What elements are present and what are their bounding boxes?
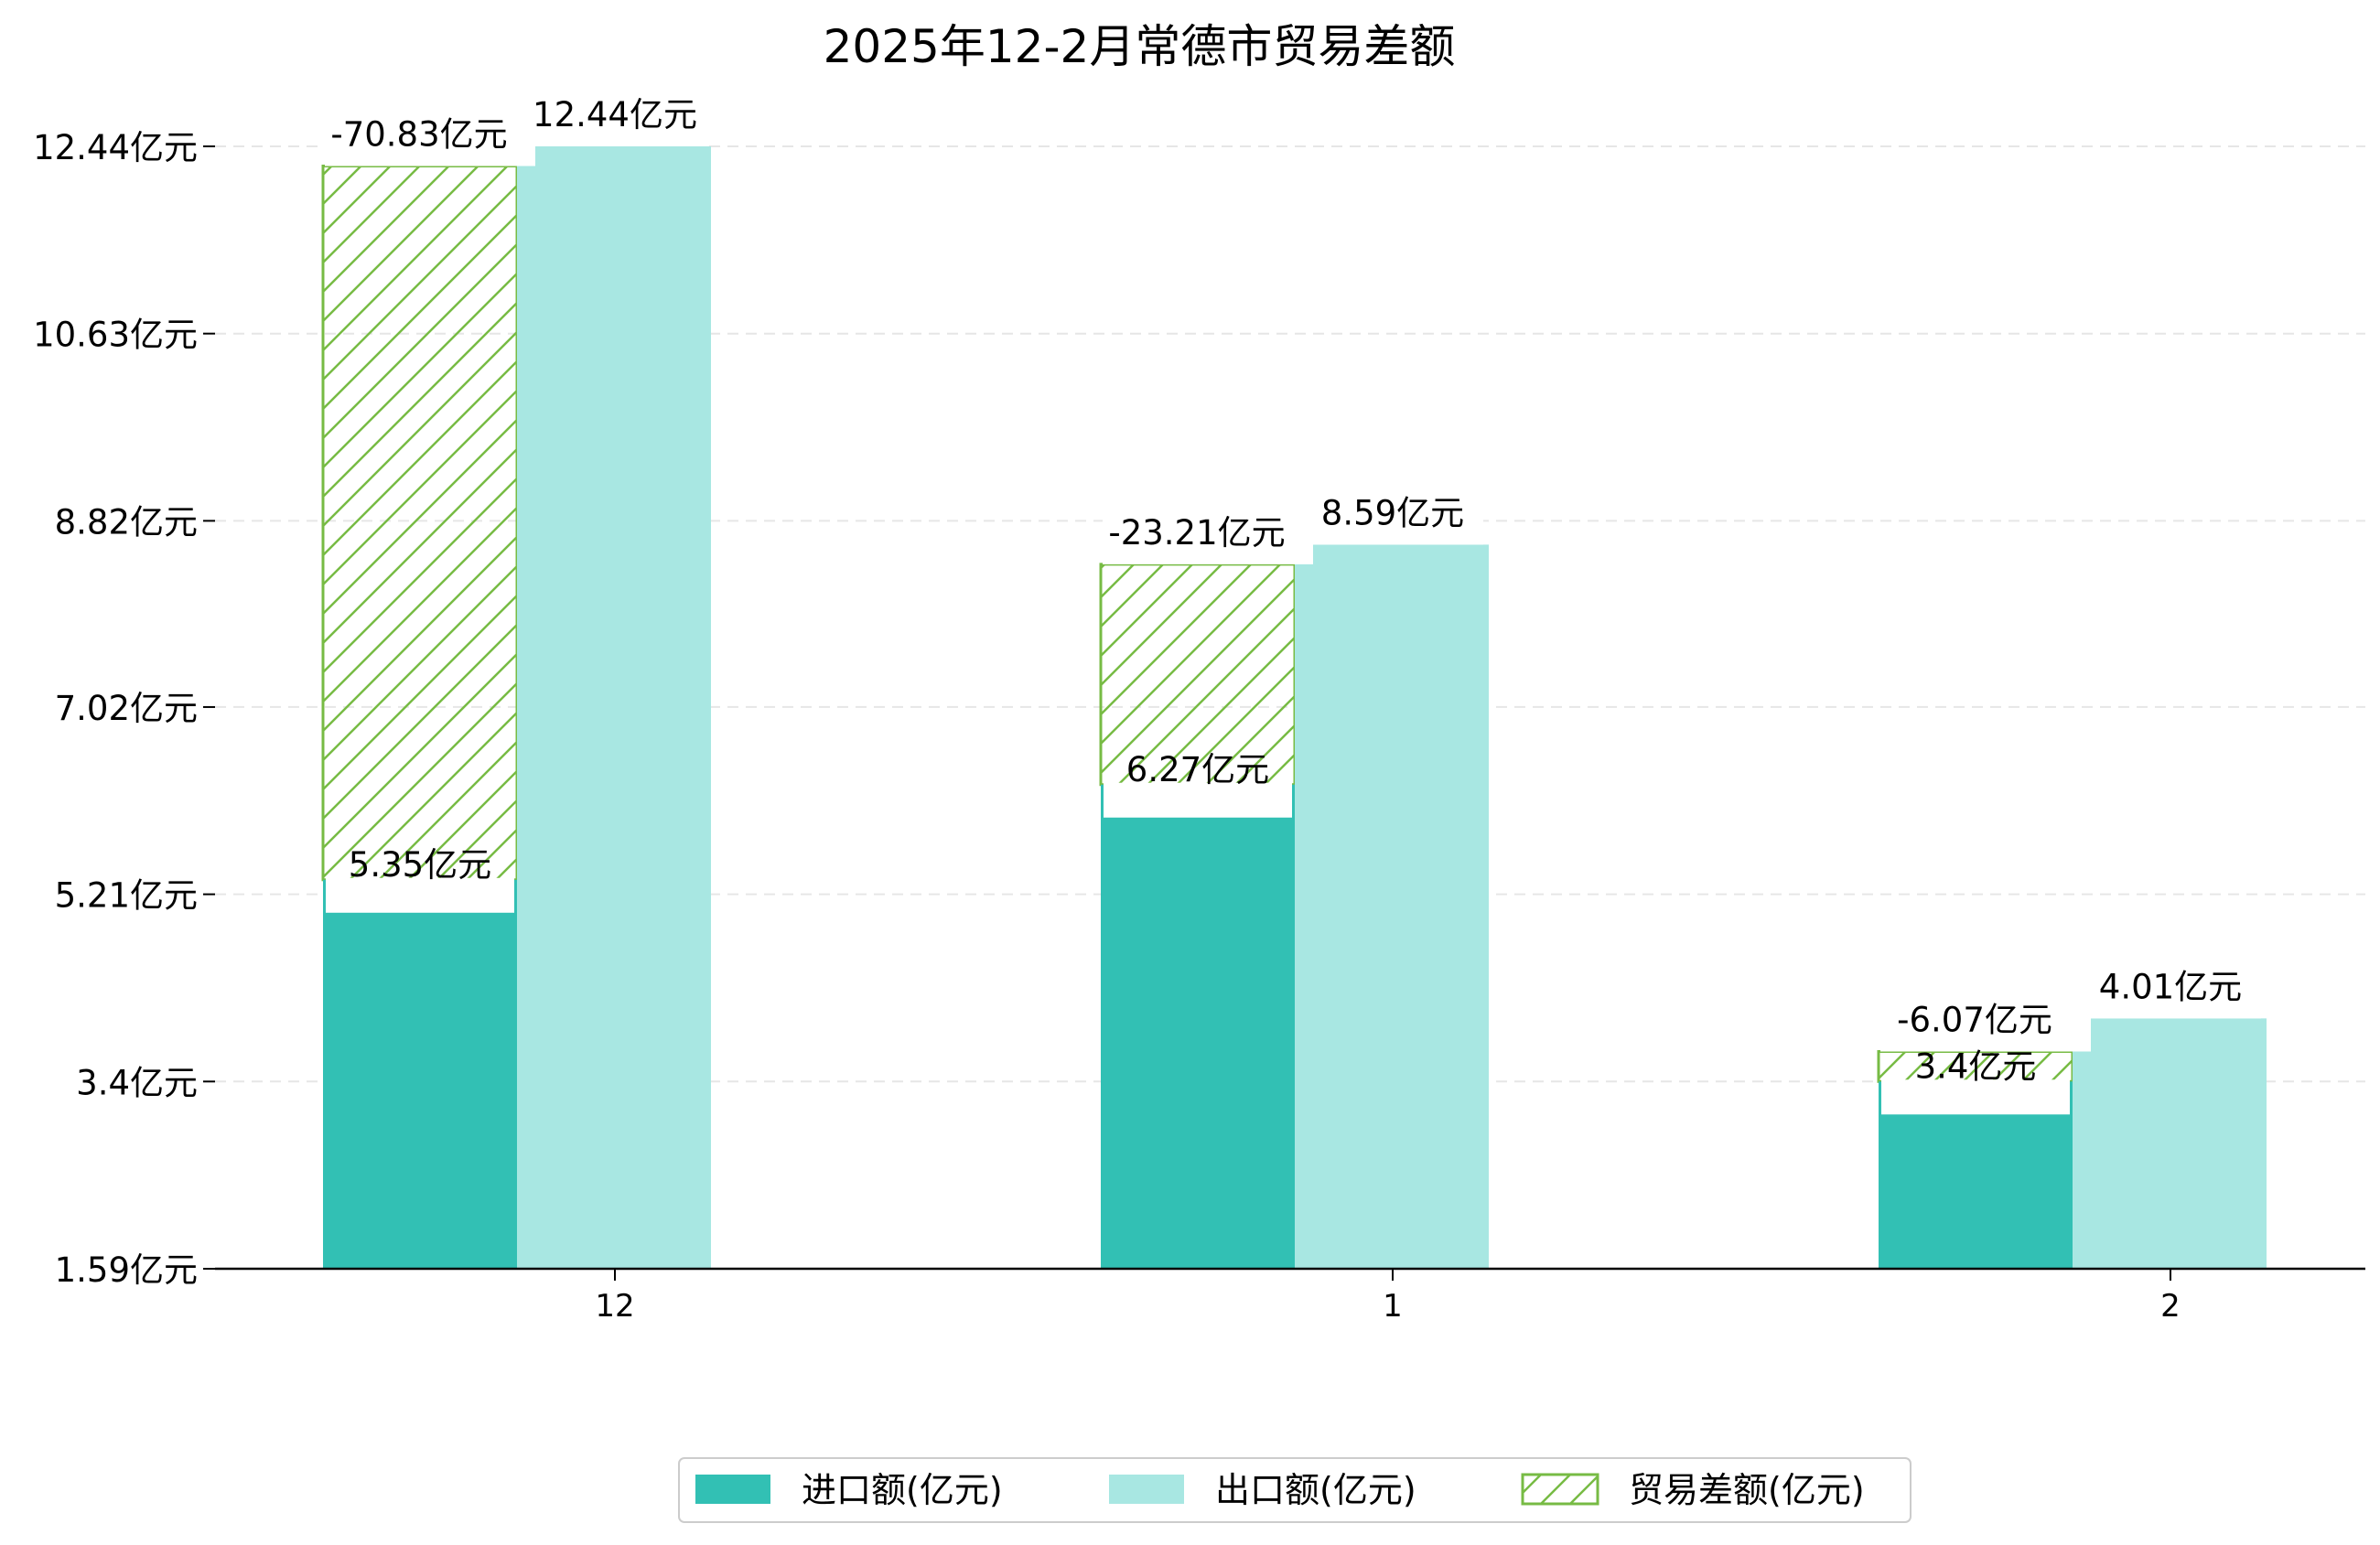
balance-label-bg [325,114,535,166]
y-tick-label: 12.44亿元 [33,128,198,167]
legend-label: 出口额(亿元) [1215,1470,1416,1510]
y-tick-label: 3.4亿元 [76,1063,198,1102]
import-label-bg [326,877,514,913]
legend-item[interactable]: 贸易差额(亿元) [1521,1470,1865,1510]
balance-label: -70.83亿元 [330,114,507,154]
y-tick-label: 8.82亿元 [55,502,198,542]
x-tick-label: 1 [1383,1288,1403,1325]
import-bar [1101,784,1295,1269]
export-label-bg [1308,491,1483,545]
x-tick-label: 12 [595,1288,634,1325]
import-label: 5.35亿元 [349,845,491,885]
chart-title: 2025年12-2月常德市贸易差额 [824,20,1456,73]
import-label: 3.4亿元 [1915,1046,2037,1086]
import-label-bg [1881,1079,2070,1115]
legend-swatch [1109,1475,1184,1504]
export-bar [2073,1018,2267,1269]
balance-bar [1099,563,1297,787]
legend[interactable]: 进口额(亿元) 出口额(亿元) 贸易差额(亿元) [678,1457,1912,1523]
legend-swatch [1521,1473,1599,1506]
export-bar [517,146,711,1269]
export-label: 12.44亿元 [533,95,697,134]
balance-label: -23.21亿元 [1108,513,1285,553]
y-tick-label: 7.02亿元 [55,689,198,728]
legend-item[interactable]: 出口额(亿元) [1109,1470,1416,1510]
legend-label: 进口额(亿元) [802,1470,1003,1510]
y-tick-label: 10.63亿元 [33,316,198,355]
export-label-bg [2085,965,2261,1019]
export-label-bg [530,93,705,146]
balance-label-bg [1880,1000,2091,1052]
axes: 1.59亿元 3.4亿元 5.21亿元 7.02亿元 8.82亿元 10.63亿元 12.4… [33,128,2365,1325]
legend-box [678,1457,1912,1523]
legend-swatch [695,1475,770,1504]
export-label: 8.59亿元 [1321,493,1464,532]
balance-bar [321,164,519,882]
data-labels: 5.35亿元 -70.83亿元 12.44亿元 6.27亿元 -23.21亿元 8.59亿… [325,93,2261,1115]
legend-item[interactable]: 进口额(亿元) [695,1470,1003,1510]
import-label: 6.27亿元 [1126,750,1269,789]
balance-label: -6.07亿元 [1897,1001,2052,1040]
legend-label: 贸易差额(亿元) [1629,1470,1865,1510]
y-tick-label: 5.21亿元 [55,876,198,916]
import-bar [323,879,517,1269]
export-label: 4.01亿元 [2099,967,2242,1006]
import-label-bg [1104,782,1292,818]
y-tick-label: 1.59亿元 [55,1250,198,1290]
x-tick-label: 2 [2160,1288,2181,1325]
export-bar [1295,544,1489,1269]
balance-label-bg [1103,512,1313,564]
bars [321,146,2267,1269]
